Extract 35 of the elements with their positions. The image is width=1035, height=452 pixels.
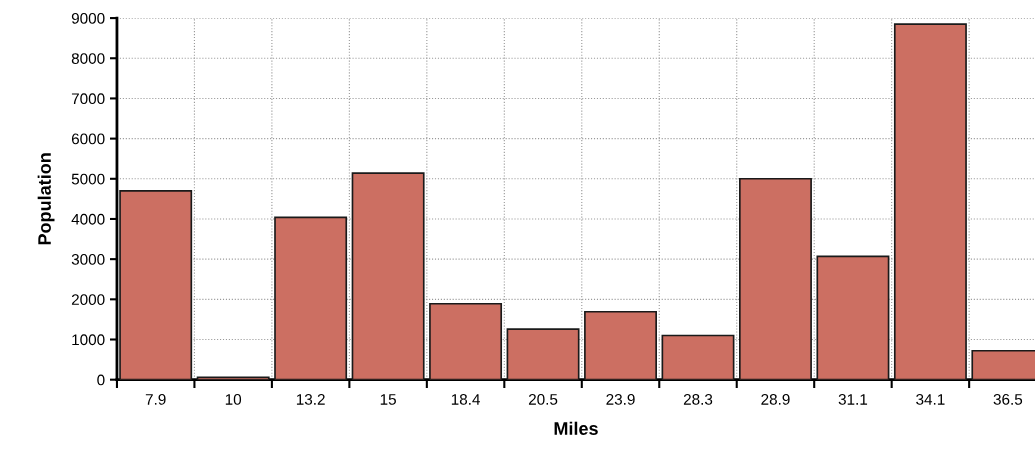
bar — [661, 334, 735, 380]
y-tick-label: 4000 — [71, 213, 105, 225]
bar — [506, 328, 580, 380]
y-tick-label: 8000 — [71, 53, 105, 64]
bar — [893, 23, 967, 380]
x-tick-label: 31.1 — [838, 393, 868, 405]
x-tick-label: 23.9 — [606, 393, 635, 405]
x-tick-label: 20.5 — [528, 393, 558, 405]
x-axis-title: Miles — [554, 421, 598, 435]
y-tick-label: 9000 — [71, 12, 105, 24]
y-tick-label: 6000 — [71, 133, 105, 145]
y-tick-label: 0 — [97, 374, 105, 386]
bar — [816, 255, 890, 380]
x-tick-label: 18.4 — [451, 393, 480, 405]
bar — [584, 310, 657, 380]
y-tick-label: 7000 — [71, 93, 105, 105]
bar — [274, 216, 348, 380]
bar — [429, 302, 503, 380]
x-tick-label: 28.3 — [683, 393, 713, 405]
x-tick-label: 13.2 — [296, 393, 325, 405]
x-tick-label: 34.1 — [916, 393, 945, 405]
x-tick-label: 36.5 — [993, 393, 1023, 405]
x-tick-label: 10 — [225, 393, 242, 405]
bar — [738, 177, 812, 380]
x-tick-label: 7.9 — [145, 393, 166, 405]
x-tick-label: 15 — [380, 394, 396, 405]
bar — [351, 172, 425, 380]
bar — [119, 190, 193, 380]
y-axis-title: Population — [37, 153, 55, 245]
y-tick-label: 5000 — [71, 173, 105, 185]
y-tick-label: 2000 — [71, 294, 105, 306]
x-tick-label: 28.9 — [761, 393, 790, 405]
y-tick-label: 1000 — [72, 334, 105, 346]
y-tick-label: 3000 — [71, 254, 105, 265]
bar — [196, 376, 270, 380]
